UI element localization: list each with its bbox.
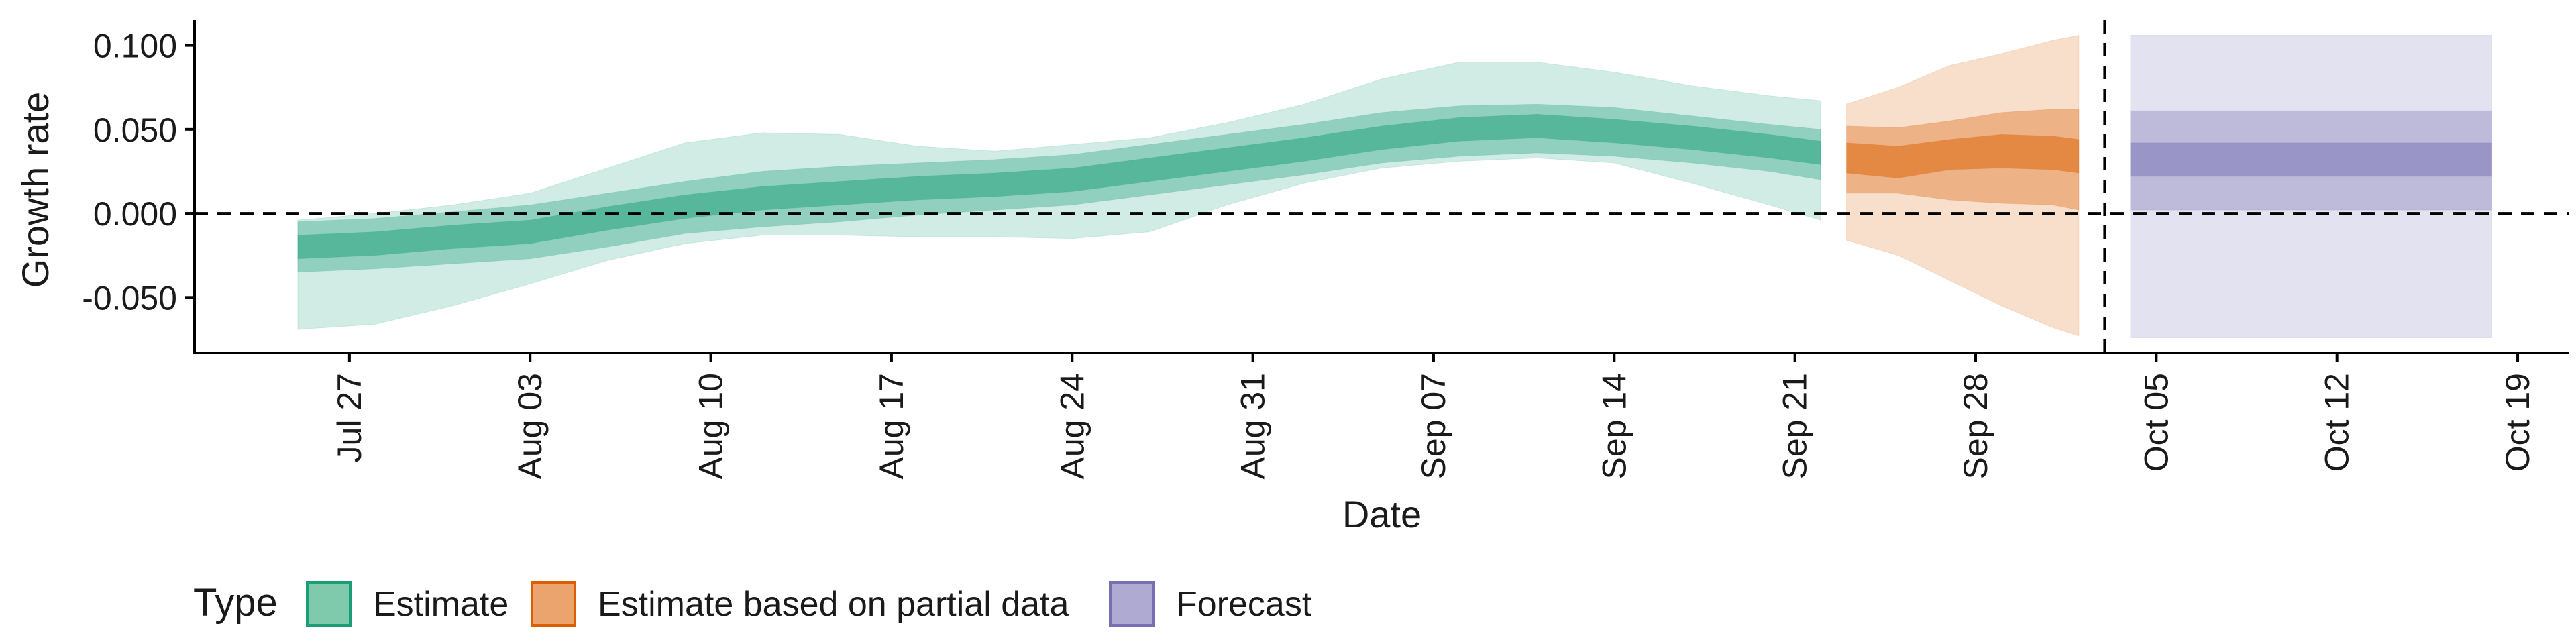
legend-label: Forecast	[1176, 585, 1312, 624]
band-q25-2	[2130, 142, 2493, 177]
x-tick-label: Sep 14	[1595, 373, 1633, 479]
y-axis-ticks: 0.100 0.050 0.000 -0.050	[82, 28, 195, 317]
x-tick-label: Sep 21	[1776, 373, 1814, 479]
y-tick-label: 0.000	[93, 195, 177, 233]
x-tick-label: Oct 19	[2499, 373, 2536, 472]
series-0	[297, 62, 1821, 330]
uncertainty-bands	[297, 34, 2493, 338]
band-q25-1	[1846, 133, 2080, 178]
y-tick-label: 0.100	[93, 28, 177, 65]
band-q90-2	[2130, 35, 2493, 338]
series-1	[1846, 34, 2080, 337]
x-axis-label: Date	[1342, 493, 1421, 535]
x-axis-ticks: Jul 27 Aug 03 Aug 10 Aug 17 Aug 24 Aug 31 Sep …	[331, 353, 2536, 479]
band-q25-0	[297, 113, 1821, 260]
x-tick-label: Aug 31	[1234, 373, 1272, 479]
x-tick-label: Aug 03	[511, 373, 549, 479]
legend-title: Type	[193, 581, 278, 625]
x-tick-label: Aug 10	[692, 373, 730, 479]
legend-key	[306, 581, 352, 627]
x-tick-label: Sep 07	[1415, 373, 1452, 479]
legend-key	[1109, 581, 1155, 627]
y-axis-label: Growth rate	[14, 92, 56, 288]
y-tick-label: 0.050	[93, 111, 177, 149]
x-tick-label: Oct 12	[2318, 373, 2356, 472]
band-q90-1	[1846, 34, 2080, 337]
reference-lines	[195, 20, 2569, 353]
legend-label: Estimate	[373, 585, 508, 624]
x-tick-label: Aug 17	[873, 373, 910, 479]
series-2	[2130, 35, 2493, 338]
legend-label: Estimate based on partial data	[598, 585, 1069, 624]
legend-key	[531, 581, 576, 627]
legend: Type Estimate Estimate based on partial d…	[193, 581, 1312, 627]
x-tick-label: Oct 05	[2137, 373, 2175, 472]
x-tick-label: Jul 27	[331, 373, 368, 462]
x-tick-label: Aug 24	[1053, 373, 1091, 479]
x-tick-label: Sep 28	[1957, 373, 1994, 479]
axes: 0.100 0.050 0.000 -0.050 Jul 27 Aug 03 Aug 10…	[82, 20, 2569, 479]
y-tick-label: -0.050	[82, 279, 177, 317]
